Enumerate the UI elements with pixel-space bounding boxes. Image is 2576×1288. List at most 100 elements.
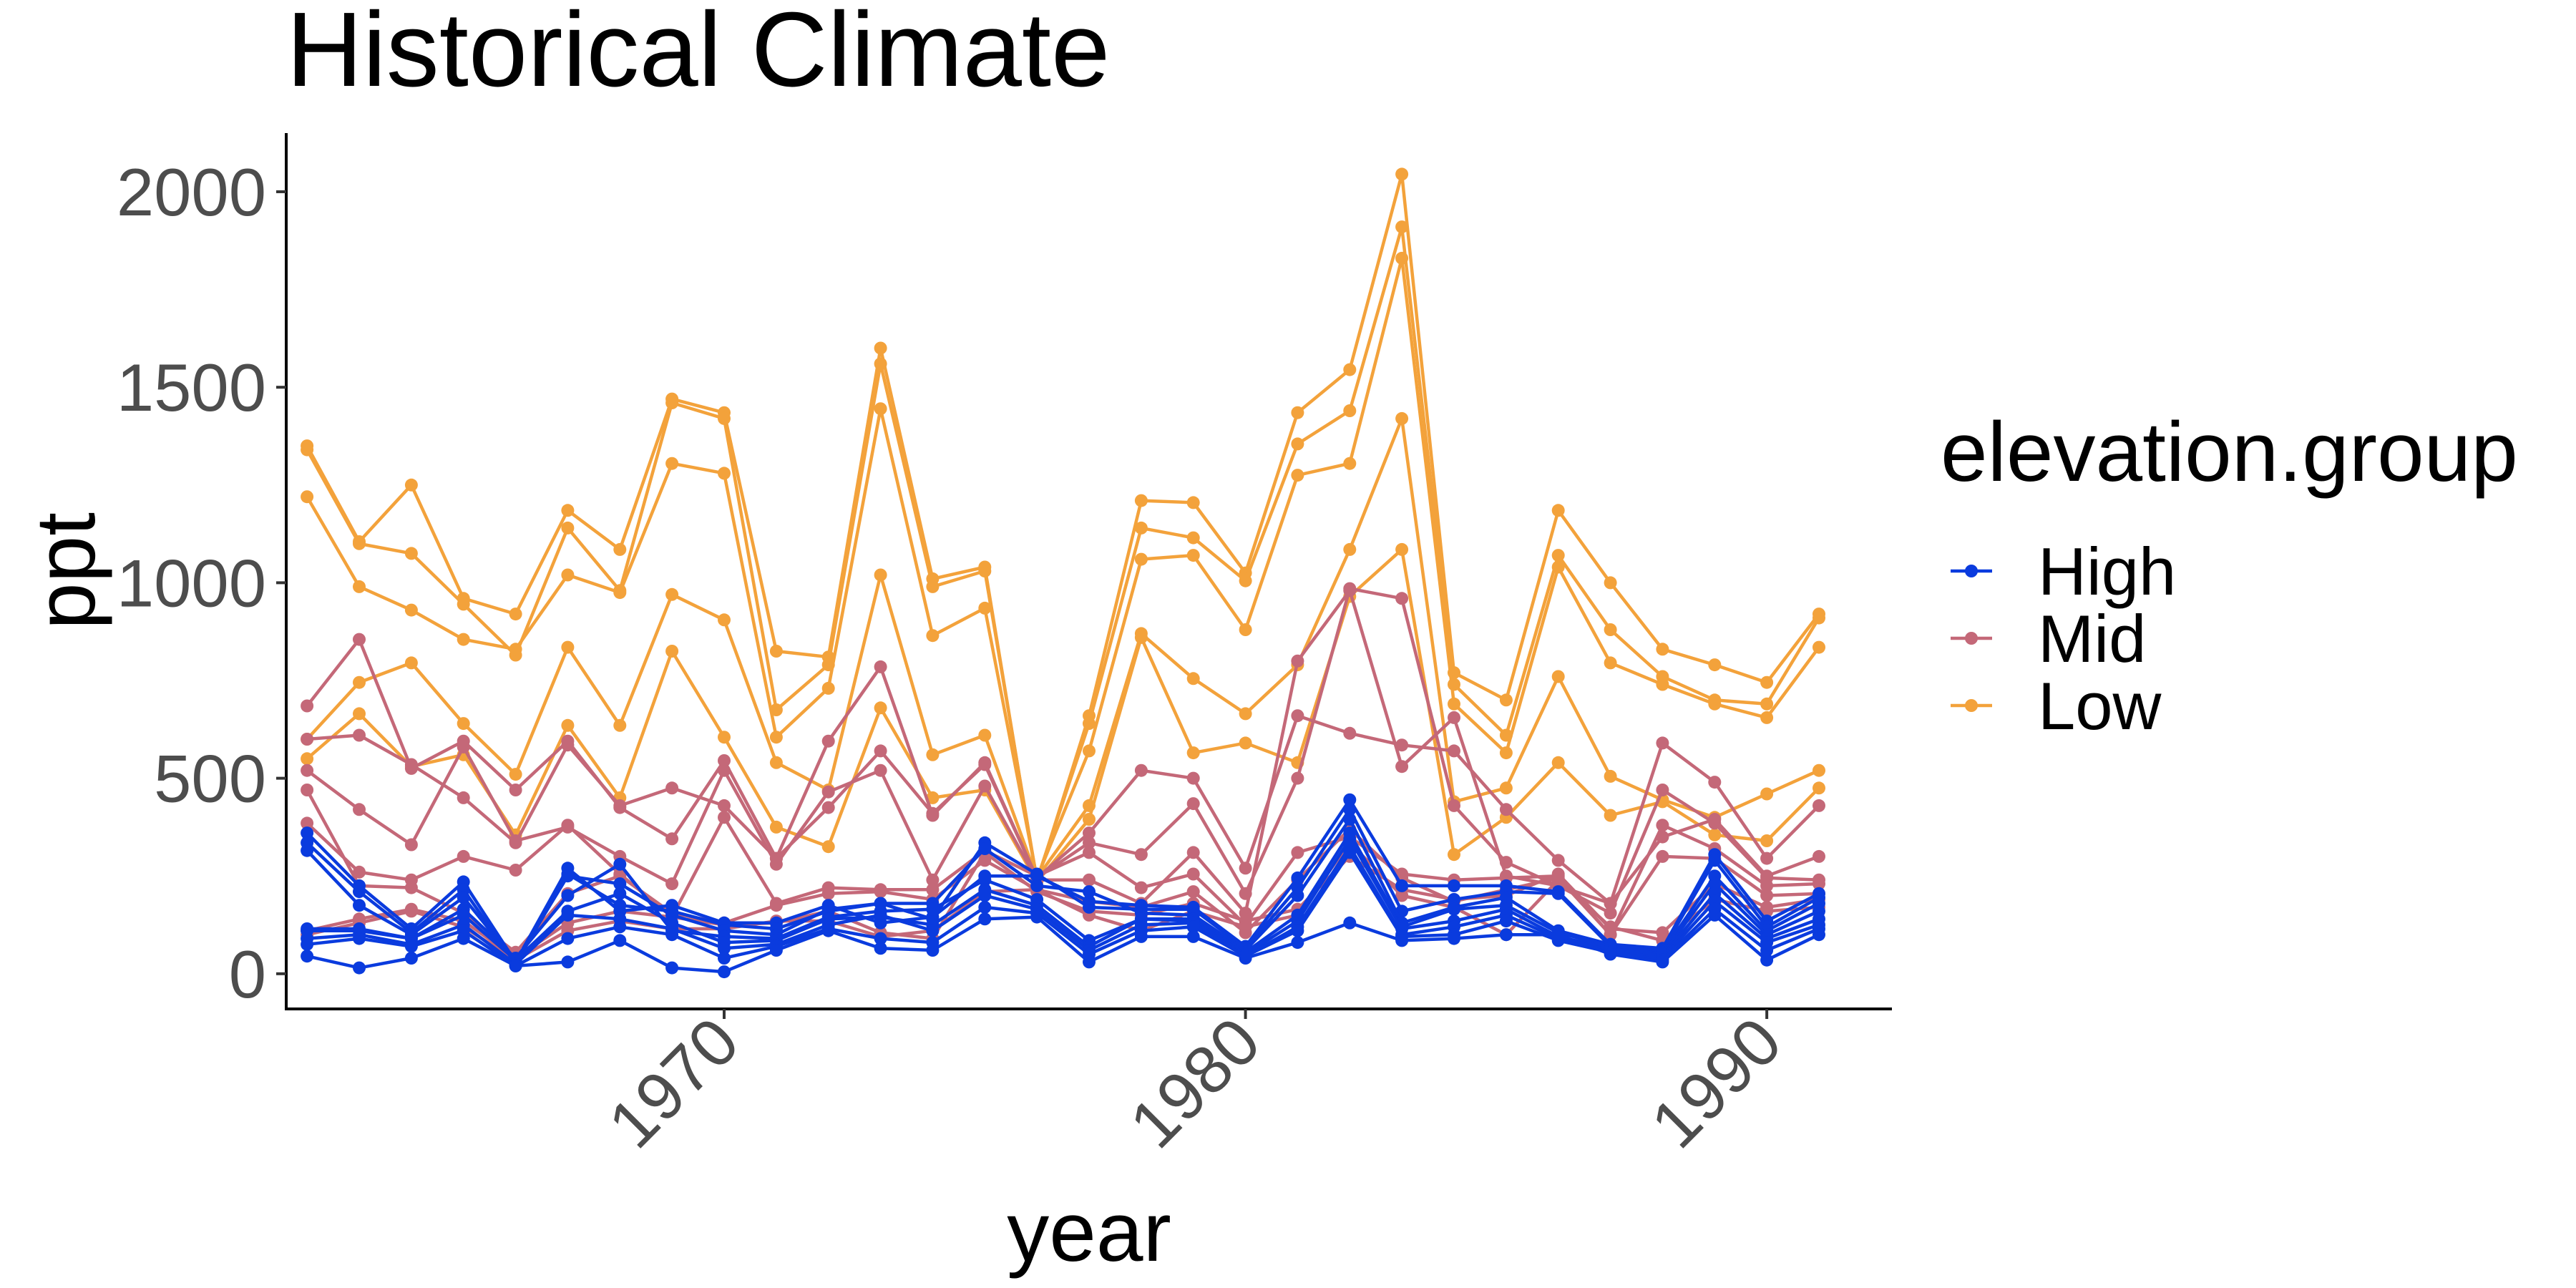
series-mid-5 bbox=[301, 633, 1825, 910]
data-point bbox=[1604, 576, 1617, 590]
data-point bbox=[404, 904, 418, 918]
series-high-19 bbox=[301, 908, 1825, 979]
data-point bbox=[561, 521, 575, 535]
data-point bbox=[1083, 955, 1096, 969]
data-point bbox=[978, 779, 992, 793]
data-point bbox=[926, 883, 940, 897]
data-point bbox=[1030, 867, 1044, 881]
data-point bbox=[1448, 848, 1460, 862]
data-point bbox=[1760, 944, 1774, 957]
plot-area: 0 500 1000 1500 2000 1970 1980 1990 bbox=[117, 133, 1892, 1162]
data-point bbox=[1395, 251, 1409, 265]
data-point bbox=[1343, 726, 1357, 740]
data-point bbox=[404, 758, 418, 771]
data-point bbox=[926, 748, 940, 761]
legend-item-high: High bbox=[1951, 534, 2176, 609]
data-point bbox=[1343, 404, 1357, 417]
data-point bbox=[1813, 928, 1825, 942]
data-point bbox=[769, 731, 783, 744]
data-point bbox=[1708, 697, 1722, 711]
series-line bbox=[306, 817, 1820, 964]
x-ticks: 1970 1980 1990 bbox=[594, 1003, 1795, 1162]
data-point bbox=[1551, 873, 1565, 887]
data-point bbox=[353, 633, 366, 646]
data-point bbox=[665, 877, 679, 891]
data-point bbox=[1291, 437, 1304, 451]
data-point bbox=[1760, 787, 1774, 801]
series-low-2 bbox=[301, 251, 1825, 884]
data-point bbox=[404, 940, 418, 953]
data-point bbox=[353, 675, 366, 689]
data-point bbox=[509, 768, 522, 781]
data-point bbox=[1134, 630, 1148, 644]
data-point bbox=[1083, 744, 1096, 758]
data-point bbox=[1499, 781, 1513, 795]
data-point bbox=[1499, 914, 1513, 928]
data-point bbox=[874, 568, 887, 582]
data-point bbox=[1760, 697, 1774, 711]
data-point bbox=[1604, 656, 1617, 670]
data-point bbox=[1291, 406, 1304, 419]
data-point bbox=[613, 857, 627, 871]
data-point bbox=[613, 920, 627, 934]
data-point bbox=[509, 864, 522, 877]
data-point bbox=[874, 932, 887, 945]
data-point bbox=[926, 580, 940, 593]
data-point bbox=[1134, 763, 1148, 777]
data-point bbox=[353, 865, 366, 879]
data-point bbox=[301, 752, 314, 766]
data-point bbox=[665, 832, 679, 846]
data-point bbox=[1343, 457, 1357, 470]
data-point bbox=[821, 840, 835, 854]
data-point bbox=[821, 801, 835, 814]
data-point bbox=[1708, 776, 1722, 789]
data-point bbox=[1239, 707, 1252, 721]
series-line bbox=[306, 256, 1820, 880]
data-point bbox=[404, 603, 418, 617]
data-point bbox=[353, 885, 366, 899]
data-point bbox=[926, 902, 940, 916]
data-point bbox=[1343, 584, 1357, 597]
data-point bbox=[874, 660, 887, 673]
data-point bbox=[301, 826, 314, 840]
data-point bbox=[457, 633, 470, 646]
data-point bbox=[561, 504, 575, 517]
data-point bbox=[978, 900, 992, 914]
data-point bbox=[1604, 809, 1617, 822]
data-point bbox=[1083, 885, 1096, 899]
legend-title: elevation.group bbox=[1941, 405, 2518, 499]
data-point bbox=[561, 718, 575, 732]
y-tick-label: 1500 bbox=[117, 350, 266, 425]
data-point bbox=[978, 728, 992, 742]
legend-key-point bbox=[1965, 632, 1978, 645]
data-point bbox=[821, 924, 835, 937]
data-point bbox=[1239, 920, 1252, 934]
data-point bbox=[1395, 760, 1409, 774]
data-point bbox=[821, 887, 835, 900]
data-point bbox=[457, 908, 470, 922]
data-point bbox=[301, 784, 314, 796]
y-tick-label: 2000 bbox=[117, 155, 266, 230]
data-point bbox=[1551, 670, 1565, 683]
data-point bbox=[1239, 623, 1252, 636]
data-point bbox=[301, 763, 314, 777]
data-point bbox=[926, 629, 940, 643]
data-point bbox=[1239, 574, 1252, 587]
series-line bbox=[306, 547, 1820, 884]
data-point bbox=[978, 912, 992, 926]
data-point bbox=[561, 568, 575, 582]
legend-item-low: Low bbox=[1951, 668, 2162, 743]
data-point bbox=[1395, 592, 1409, 605]
data-point bbox=[1186, 797, 1200, 811]
data-point bbox=[1134, 848, 1148, 862]
series-line bbox=[306, 638, 1820, 905]
data-point bbox=[404, 952, 418, 965]
data-point bbox=[301, 699, 314, 713]
data-point bbox=[353, 961, 366, 975]
y-tick-label: 500 bbox=[154, 741, 266, 816]
data-point bbox=[821, 734, 835, 748]
data-point bbox=[665, 396, 679, 409]
data-point bbox=[926, 924, 940, 937]
